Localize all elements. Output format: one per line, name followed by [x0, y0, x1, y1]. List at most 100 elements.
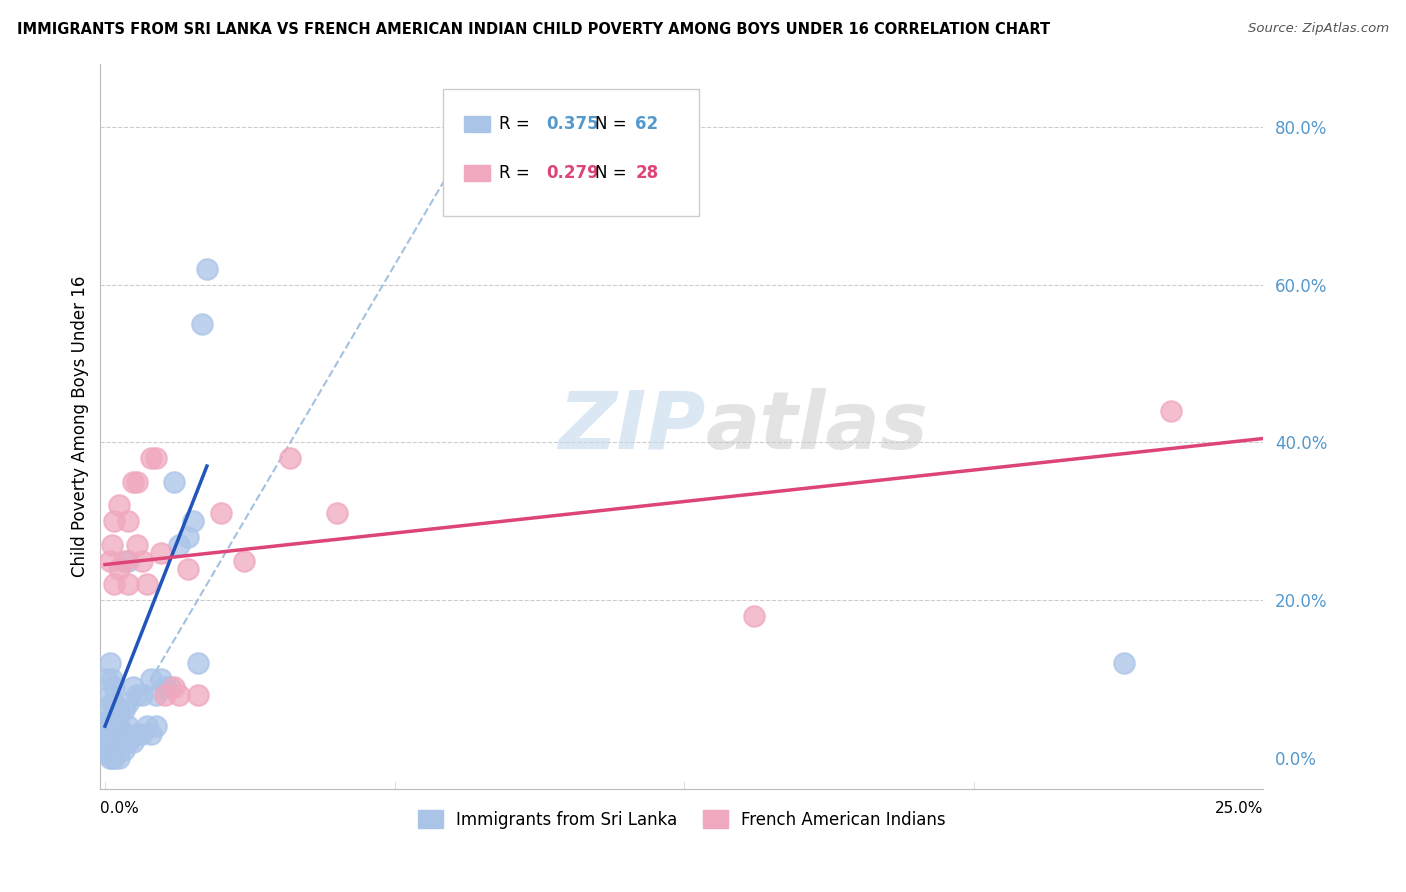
Point: [101, 696, 124, 710]
Text: IMMIGRANTS FROM SRI LANKA VS FRENCH AMERICAN INDIAN CHILD POVERTY AMONG BOYS UND: IMMIGRANTS FROM SRI LANKA VS FRENCH AMER…: [17, 22, 1050, 37]
Text: 28: 28: [636, 164, 658, 182]
Point: [181, 514, 204, 528]
Point: [103, 711, 125, 725]
Text: N =: N =: [595, 115, 631, 133]
Point: [108, 735, 131, 749]
Point: [98, 750, 121, 764]
Point: [96, 672, 118, 686]
Point: [112, 743, 135, 757]
Legend: Immigrants from Sri Lanka, French American Indians: Immigrants from Sri Lanka, French Americ…: [412, 804, 952, 835]
Point: [131, 727, 153, 741]
Point: [121, 680, 143, 694]
Point: [103, 750, 125, 764]
Point: [127, 475, 149, 489]
Point: [97, 743, 120, 757]
Point: [177, 561, 200, 575]
Point: [127, 538, 149, 552]
Point: [141, 672, 163, 686]
Point: [98, 743, 121, 757]
Text: 25.0%: 25.0%: [1215, 801, 1264, 816]
Point: [145, 719, 167, 733]
Point: [103, 680, 125, 694]
Point: [108, 719, 131, 733]
Point: [177, 530, 200, 544]
Point: [131, 688, 153, 702]
Point: [117, 577, 139, 591]
Point: [96, 719, 118, 733]
Point: [742, 608, 765, 623]
Point: [112, 703, 135, 717]
Point: [135, 577, 157, 591]
Point: [209, 506, 232, 520]
Point: [233, 554, 256, 568]
Point: [155, 680, 177, 694]
Point: [167, 688, 190, 702]
Point: [110, 735, 132, 749]
Text: Source: ZipAtlas.com: Source: ZipAtlas.com: [1249, 22, 1389, 36]
Point: [101, 735, 124, 749]
Point: [187, 688, 209, 702]
Point: [117, 719, 139, 733]
Point: [96, 703, 118, 717]
Point: [100, 711, 122, 725]
Point: [98, 711, 121, 725]
Point: [278, 451, 301, 466]
Point: [121, 475, 143, 489]
Point: [141, 451, 163, 466]
Point: [103, 577, 125, 591]
Point: [108, 561, 131, 575]
Point: [103, 727, 125, 741]
Point: [117, 696, 139, 710]
Point: [141, 727, 163, 741]
Point: [191, 317, 214, 331]
Point: [112, 554, 135, 568]
Point: [97, 727, 120, 741]
FancyBboxPatch shape: [464, 165, 489, 181]
Text: atlas: atlas: [706, 388, 928, 466]
Point: [103, 735, 125, 749]
Point: [163, 680, 186, 694]
Point: [149, 672, 172, 686]
Point: [155, 688, 177, 702]
Point: [108, 750, 131, 764]
FancyBboxPatch shape: [464, 116, 489, 132]
Point: [98, 727, 121, 741]
Point: [1114, 656, 1136, 670]
Text: R =: R =: [499, 115, 536, 133]
Point: [98, 688, 121, 702]
Point: [96, 735, 118, 749]
Point: [127, 727, 149, 741]
FancyBboxPatch shape: [443, 89, 699, 217]
Point: [127, 688, 149, 702]
Point: [131, 554, 153, 568]
Point: [103, 696, 125, 710]
Point: [101, 672, 124, 686]
Point: [98, 554, 121, 568]
Point: [103, 514, 125, 528]
Point: [117, 554, 139, 568]
Text: N =: N =: [595, 164, 631, 182]
Point: [163, 475, 186, 489]
Point: [135, 719, 157, 733]
Point: [325, 506, 347, 520]
Point: [105, 719, 128, 733]
Point: [101, 538, 124, 552]
Point: [145, 688, 167, 702]
Point: [101, 750, 124, 764]
Point: [112, 727, 135, 741]
Text: ZIP: ZIP: [558, 388, 706, 466]
Point: [149, 546, 172, 560]
Point: [121, 735, 143, 749]
Text: 0.0%: 0.0%: [100, 801, 139, 816]
Point: [117, 514, 139, 528]
Point: [167, 538, 190, 552]
Text: 0.279: 0.279: [546, 164, 599, 182]
Point: [98, 656, 121, 670]
Point: [101, 719, 124, 733]
Text: 0.375: 0.375: [546, 115, 599, 133]
Point: [103, 743, 125, 757]
Point: [195, 262, 218, 277]
Point: [100, 735, 122, 749]
Point: [105, 743, 128, 757]
Point: [145, 451, 167, 466]
